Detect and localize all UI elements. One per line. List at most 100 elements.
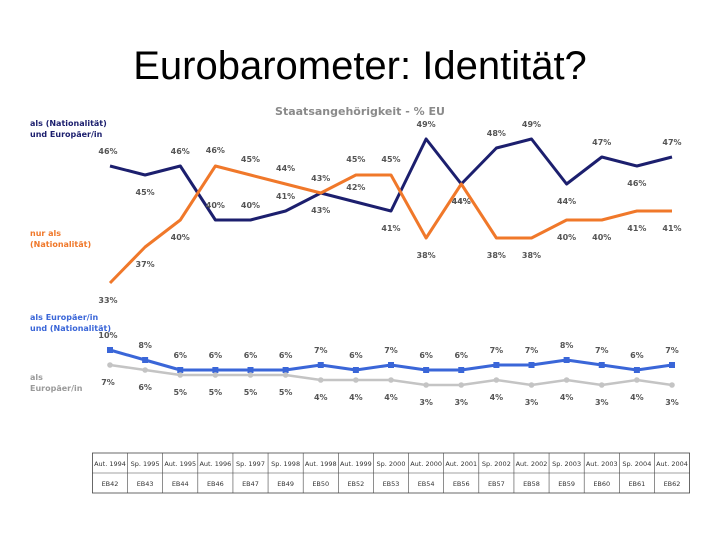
series-4-marker (177, 372, 184, 378)
data-label: 47% (592, 138, 611, 147)
data-label: 6% (279, 351, 293, 360)
series-4-marker (598, 382, 605, 388)
series-4-marker (423, 382, 429, 388)
data-label: 37% (136, 260, 155, 269)
survey-label: EB52 (347, 480, 364, 488)
data-label: 3% (595, 398, 609, 407)
series-4-marker (142, 367, 148, 373)
series-3-marker (142, 357, 149, 363)
data-label: 40% (241, 201, 260, 210)
data-label: 49% (522, 120, 541, 129)
data-label: 5% (279, 388, 293, 397)
data-label: 3% (525, 398, 539, 407)
survey-label: EB44 (172, 480, 189, 488)
series-3-marker (528, 362, 535, 368)
data-label: 10% (98, 331, 117, 340)
series-3-marker (177, 367, 184, 373)
data-label: 46% (627, 179, 646, 188)
series-4-marker (634, 377, 640, 383)
data-label: 33% (98, 296, 117, 305)
data-label: 41% (381, 224, 400, 233)
series-line-2 (108, 164, 672, 285)
data-label: 41% (276, 192, 295, 201)
data-label: 4% (314, 393, 328, 402)
series-lines (107, 137, 675, 388)
data-label: 38% (417, 251, 436, 260)
data-label: 6% (349, 351, 363, 360)
x-tick-label: Aut. 2002 (516, 460, 548, 468)
x-tick-label: Sp. 1998 (271, 460, 300, 468)
series-3-marker (493, 362, 500, 368)
series-3-marker (633, 367, 640, 373)
data-label: 3% (419, 398, 433, 407)
x-tick-label: Aut. 1996 (199, 460, 231, 468)
survey-label: EB60 (593, 480, 610, 488)
x-tick-label: Sp. 1997 (236, 460, 265, 468)
data-label: 4% (490, 393, 504, 402)
survey-label: EB56 (453, 480, 470, 488)
data-label: 41% (627, 224, 646, 233)
x-tick-label: Aut. 2003 (586, 460, 618, 468)
data-label: 6% (630, 351, 644, 360)
series-3-marker (458, 367, 465, 373)
series-line-1 (109, 137, 673, 222)
data-label: 38% (487, 251, 506, 260)
data-label: 7% (665, 346, 679, 355)
data-label: 44% (452, 197, 471, 206)
legend-label-line1: nur als (30, 229, 61, 238)
period-table: Aut. 1994 Sp. 1995 Aut. 1995 Aut. 1996 Sp. 1… (92, 452, 690, 494)
series-4-marker (107, 362, 113, 368)
legend-label-line2: und Europäer/in (30, 130, 103, 139)
data-label: 40% (592, 233, 611, 242)
data-label: 6% (138, 383, 152, 392)
legend-label-line1: als (30, 373, 43, 382)
data-label: 5% (244, 388, 258, 397)
data-label: 48% (487, 129, 506, 138)
data-label: 43% (311, 174, 330, 183)
x-tick-label: Sp. 2003 (552, 460, 581, 468)
series-4-marker (388, 377, 394, 383)
data-label: 7% (314, 346, 328, 355)
series-4-marker (212, 372, 219, 378)
chart-subtitle: Staatsangehörigkeit - % EU (275, 105, 445, 118)
x-tick-label: Sp. 1995 (131, 460, 160, 468)
data-label: 46% (171, 147, 190, 156)
data-label: 40% (206, 201, 225, 210)
survey-label: EB61 (628, 480, 645, 488)
series-4-marker (528, 382, 535, 388)
legend-label-line2: und (Nationalität) (30, 324, 111, 333)
series-3-marker (317, 362, 324, 368)
series-4-marker (282, 372, 289, 378)
survey-label: EB42 (102, 480, 119, 488)
series-4-marker (247, 372, 254, 378)
series-3-marker (388, 362, 394, 368)
data-label: 8% (138, 341, 152, 350)
series-3-marker (669, 362, 675, 368)
legend-label-line2: (Nationalität) (30, 240, 91, 249)
survey-label: EB54 (418, 480, 435, 488)
series-3-marker (352, 367, 359, 373)
data-label: 5% (173, 388, 187, 397)
data-label: 46% (206, 146, 225, 155)
data-label: 3% (454, 398, 468, 407)
data-label: 44% (276, 164, 295, 173)
data-label: 38% (522, 251, 541, 260)
data-label: 45% (346, 155, 365, 164)
series-3-marker (598, 362, 605, 368)
series-4-marker (563, 377, 570, 383)
data-label: 41% (662, 224, 681, 233)
survey-label: EB47 (242, 480, 259, 488)
series-4-marker (317, 377, 324, 383)
series-4-marker (458, 382, 465, 388)
series-4-marker (353, 377, 359, 383)
x-tick-label: Sp. 2000 (377, 460, 406, 468)
data-label: 8% (560, 341, 574, 350)
survey-label: EB58 (523, 480, 540, 488)
data-label: 45% (241, 155, 260, 164)
x-tick-label: Aut. 1998 (305, 460, 337, 468)
data-label: 7% (595, 346, 609, 355)
survey-label: EB62 (664, 480, 681, 488)
legend-label-line2: Europäer/in (30, 384, 83, 393)
series-4-marker (493, 377, 500, 383)
